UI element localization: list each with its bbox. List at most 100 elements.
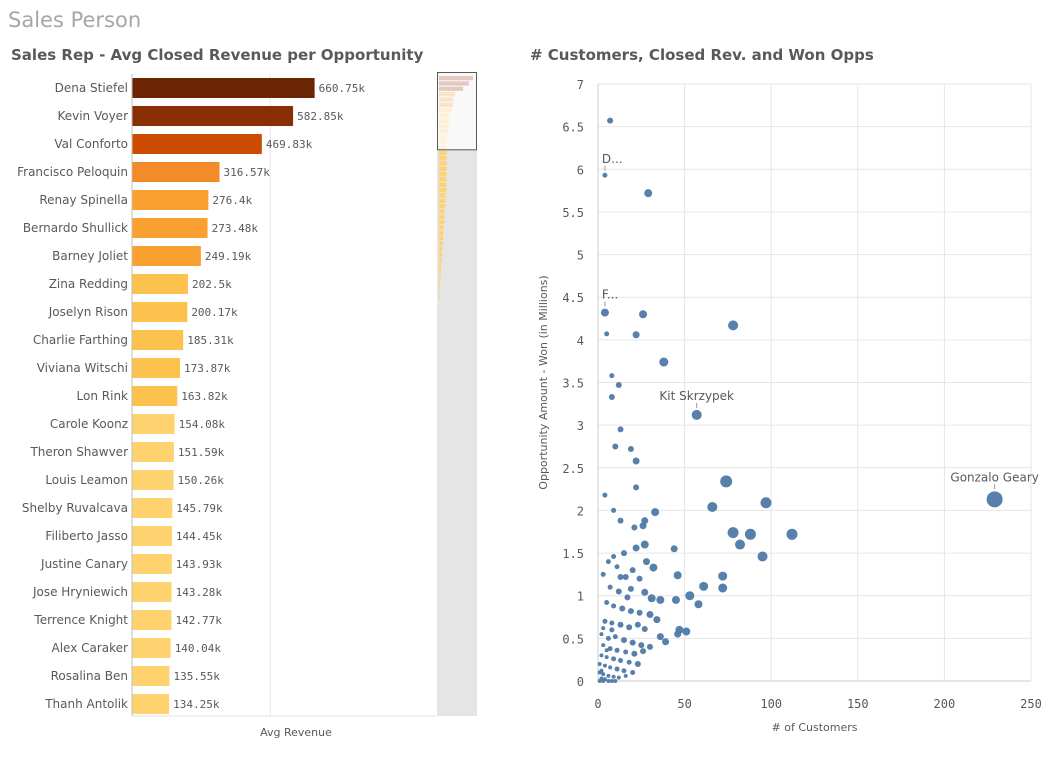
scatter-point[interactable]: [599, 668, 604, 673]
scatter-point[interactable]: [606, 679, 611, 683]
scatter-point[interactable]: [611, 553, 617, 559]
bar[interactable]: [132, 78, 315, 98]
scatter-point[interactable]: [649, 563, 658, 572]
scatter-point[interactable]: [634, 621, 641, 628]
bar[interactable]: [132, 470, 174, 490]
bar[interactable]: [132, 218, 208, 238]
scatter-point[interactable]: [604, 600, 610, 606]
scatter-point[interactable]: [631, 524, 638, 531]
bar[interactable]: [132, 274, 188, 294]
scatter-point[interactable]: [629, 639, 636, 646]
scatter-point[interactable]: [609, 620, 615, 626]
scatter-point[interactable]: [600, 308, 609, 317]
scatter-point[interactable]: [620, 550, 627, 557]
scatter-point[interactable]: [718, 571, 728, 581]
scatter-point[interactable]: [607, 646, 613, 652]
scatter-point[interactable]: [626, 659, 632, 665]
scatter-point[interactable]: [642, 558, 650, 566]
bar[interactable]: [132, 414, 175, 434]
scatter-point[interactable]: [612, 443, 619, 450]
bar[interactable]: [132, 134, 262, 154]
scatter-point[interactable]: [786, 528, 798, 540]
scatter-point[interactable]: [633, 484, 640, 491]
scatter-point[interactable]: [614, 564, 620, 570]
scatter-point[interactable]: [632, 544, 640, 552]
scatter-point[interactable]: [685, 591, 695, 601]
scatter-point[interactable]: [627, 585, 634, 592]
bar[interactable]: [132, 638, 171, 658]
scatter-point[interactable]: [699, 581, 709, 591]
scatter-point[interactable]: [599, 653, 604, 658]
scatter-point[interactable]: [617, 621, 624, 628]
scatter-point[interactable]: [608, 393, 615, 400]
scatter-point[interactable]: [615, 588, 622, 595]
bar[interactable]: [132, 610, 172, 630]
bar[interactable]: [132, 442, 174, 462]
bar[interactable]: [132, 246, 201, 266]
scatter-point[interactable]: [662, 638, 670, 646]
scatter-point[interactable]: [602, 618, 608, 624]
scatter-point[interactable]: [617, 426, 624, 433]
scatter-point[interactable]: [619, 605, 626, 612]
scatter-point[interactable]: [636, 575, 643, 582]
scatter-point[interactable]: [728, 320, 739, 331]
scatter-point[interactable]: [626, 624, 633, 631]
scatter-point[interactable]: [682, 627, 691, 636]
scatter-point[interactable]: [606, 673, 611, 678]
scatter-point[interactable]: [611, 507, 617, 513]
scatter-point[interactable]: [611, 656, 617, 662]
scatter-point[interactable]: [601, 672, 606, 677]
scatter-point[interactable]: [646, 643, 653, 650]
scrollbar-thumb[interactable]: [437, 72, 477, 151]
scatter-point[interactable]: [641, 588, 649, 596]
scatter-point[interactable]: [614, 647, 620, 653]
scatter-point[interactable]: [597, 661, 602, 666]
scatter-point[interactable]: [735, 539, 746, 550]
bar[interactable]: [132, 582, 172, 602]
scatter-point[interactable]: [615, 382, 622, 389]
bar[interactable]: [132, 666, 170, 686]
scatter-point[interactable]: [622, 573, 629, 580]
scatter-point[interactable]: [601, 679, 606, 683]
scatter-point[interactable]: [760, 497, 772, 509]
scatter-point[interactable]: [624, 594, 631, 601]
scatter-point[interactable]: [621, 668, 627, 674]
bar[interactable]: [132, 358, 181, 378]
scatter-point[interactable]: [694, 600, 703, 609]
scatter-point[interactable]: [651, 508, 660, 517]
scatter-point[interactable]: [670, 545, 678, 553]
scatter-point[interactable]: [986, 491, 1003, 508]
scatter-point[interactable]: [673, 571, 682, 580]
scatter-point[interactable]: [614, 666, 620, 672]
scatter-point[interactable]: [656, 595, 665, 604]
scatter-point[interactable]: [707, 502, 718, 513]
scatter-point[interactable]: [616, 675, 621, 680]
scatter-point[interactable]: [602, 663, 607, 668]
scatter-point[interactable]: [618, 658, 624, 664]
bar[interactable]: [132, 526, 172, 546]
scatter-point[interactable]: [612, 634, 618, 640]
bar[interactable]: [132, 498, 173, 518]
scatter-point[interactable]: [611, 603, 617, 609]
bar[interactable]: [132, 190, 209, 210]
scatter-point[interactable]: [609, 627, 615, 633]
scatter-point[interactable]: [609, 373, 615, 379]
scatter-point[interactable]: [631, 650, 638, 657]
scatter-point[interactable]: [597, 679, 602, 683]
scatter-point[interactable]: [623, 673, 628, 678]
scatter-point[interactable]: [718, 583, 728, 593]
scatter-point[interactable]: [639, 522, 647, 530]
scatter-point[interactable]: [757, 551, 768, 562]
scatter-point[interactable]: [632, 331, 640, 339]
scatter-point[interactable]: [627, 608, 634, 615]
scatter-point[interactable]: [605, 559, 611, 565]
scatter-point[interactable]: [623, 649, 629, 655]
scatter-point[interactable]: [647, 594, 656, 603]
scatter-point[interactable]: [602, 172, 608, 178]
scatter-point[interactable]: [599, 632, 604, 637]
bar[interactable]: [132, 386, 178, 406]
scatter-point[interactable]: [646, 610, 654, 618]
scatter-point[interactable]: [653, 616, 661, 624]
scatter-point[interactable]: [617, 573, 624, 580]
scatter-point[interactable]: [620, 637, 627, 644]
